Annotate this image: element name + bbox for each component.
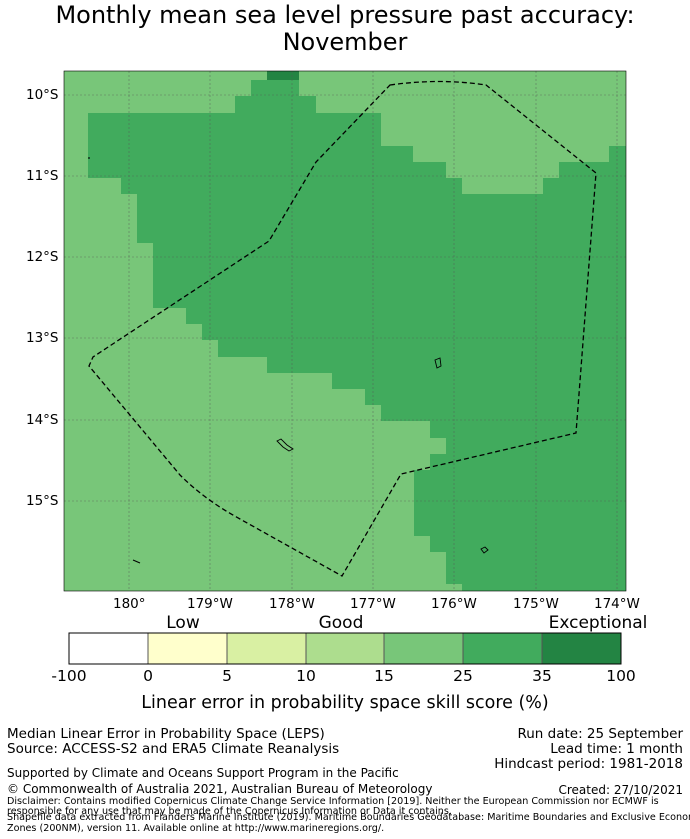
footer-created: Created: 27/10/2021: [558, 783, 683, 797]
lat-label-10s: 10°S: [26, 87, 59, 103]
footer-disclaimer-3: Shapefile data extracted from Flanders M…: [7, 812, 690, 823]
colorbar-segment-3: [227, 633, 306, 664]
colorbar-tick: 25: [453, 667, 473, 685]
footer-hindcast-period: Hindcast period: 1981-2018: [494, 756, 683, 772]
chart-title-line-1: Monthly mean sea level pressure past acc…: [55, 1, 635, 29]
footer-disclaimer-2: responsible for any use that may be made…: [7, 806, 452, 817]
chart-title-line-2: November: [282, 28, 408, 56]
lon-label-178w: 178°W: [269, 596, 315, 612]
lat-label-13s: 13°S: [26, 330, 59, 346]
colorbar-segment-7: [542, 633, 621, 664]
lon-label-177w: 177°W: [350, 596, 396, 612]
colorbar-tick: 15: [374, 667, 394, 685]
footer-lead-time: Lead time: 1 month: [550, 741, 683, 757]
island-wallis: [276, 438, 294, 452]
lat-label-14s: 14°S: [26, 412, 59, 428]
lon-label-174w: 174°W: [594, 596, 640, 612]
colorbar-label: Linear error in probability space skill …: [141, 693, 549, 713]
island-southeast: [480, 546, 489, 554]
lon-label-180: 180°: [113, 596, 146, 612]
lon-label-179w: 179°W: [187, 596, 233, 612]
colorbar: [68, 632, 622, 665]
map-frame: [63, 70, 627, 592]
graticule: [64, 71, 626, 591]
colorbar-tick: 5: [222, 667, 232, 685]
lat-label-15s: 15°S: [26, 493, 59, 509]
colorbar-category-exceptional: Exceptional: [548, 613, 648, 633]
footer-support: Supported by Climate and Oceans Support …: [7, 766, 399, 780]
island-east: [434, 357, 442, 369]
footer-run-date: Run date: 25 September: [517, 726, 683, 742]
colorbar-segment-4: [306, 633, 384, 664]
skill-region-35-100: [267, 71, 299, 80]
colorbar-tick: -100: [51, 667, 87, 685]
footer-disclaimer-1: Disclaimer: Contains modified Copernicus…: [7, 796, 659, 807]
lon-label-175w: 175°W: [513, 596, 559, 612]
skill-map: [63, 70, 627, 592]
colorbar-tick: 10: [296, 667, 316, 685]
footer-method: Median Linear Error in Probability Space…: [7, 726, 325, 742]
island-southwest: [132, 559, 141, 564]
lat-label-11s: 11°S: [26, 168, 59, 184]
colorbar-segment-1: [69, 633, 148, 664]
footer-copyright: © Commonwealth of Australia 2021, Austra…: [7, 782, 433, 796]
colorbar-segment-6: [463, 633, 542, 664]
colorbar-segment-5: [384, 633, 463, 664]
eez-boundary: [88, 80, 597, 577]
footer-source: Source: ACCESS-S2 and ERA5 Climate Reana…: [7, 741, 340, 757]
colorbar-tick: 35: [532, 667, 552, 685]
colorbar-segment-2: [148, 633, 227, 664]
lat-label-12s: 12°S: [26, 249, 59, 265]
colorbar-frame: [68, 632, 622, 665]
colorbar-tick: 100: [606, 667, 636, 685]
footer-disclaimer-4: Zones (200NM), version 11. Available onl…: [7, 823, 385, 834]
colorbar-tick: 0: [143, 667, 153, 685]
colorbar-category-good: Good: [318, 613, 364, 633]
skill-region-25-35: [88, 71, 626, 591]
colorbar-category-low: Low: [166, 613, 200, 633]
lon-label-176w: 176°W: [431, 596, 477, 612]
